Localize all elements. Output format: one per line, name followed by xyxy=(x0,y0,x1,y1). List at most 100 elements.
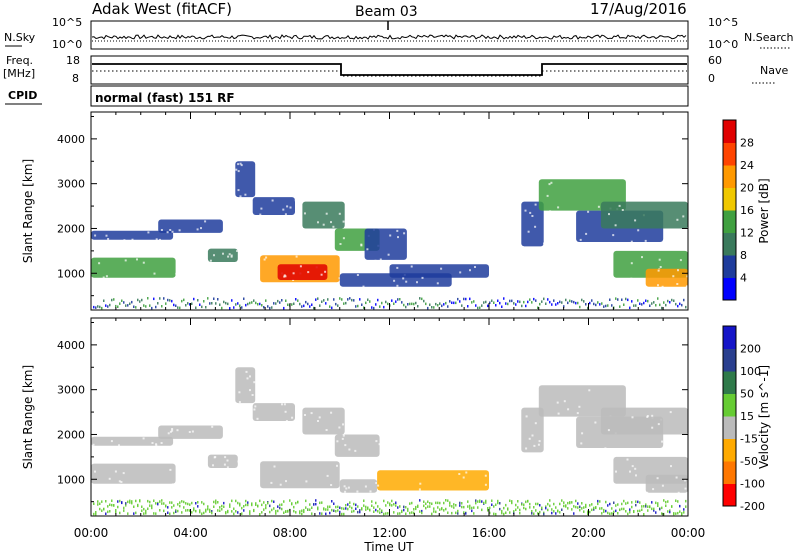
noise-mark xyxy=(575,499,577,503)
velocity-data xyxy=(91,367,690,494)
data-patch xyxy=(260,461,340,489)
noise-mark xyxy=(685,305,687,309)
patch-gap xyxy=(236,250,239,252)
noise-mark xyxy=(369,508,371,512)
noise-mark xyxy=(279,506,281,510)
beam-label: Beam 03 xyxy=(355,4,418,20)
noise-mark xyxy=(547,508,549,512)
noise-mark xyxy=(313,503,315,506)
colorbar-frame xyxy=(722,325,737,507)
patch-gap xyxy=(393,279,396,282)
noise-mark xyxy=(101,509,103,512)
noise-mark xyxy=(413,508,415,511)
noise-mark xyxy=(355,503,357,507)
noise-mark xyxy=(657,504,659,507)
patch-gap xyxy=(651,426,654,429)
noise-mark xyxy=(607,504,609,507)
velocity-colorbar-label: Velocity [m s^-1] xyxy=(757,365,771,469)
noise-mark xyxy=(217,501,219,504)
noise-mark xyxy=(237,511,239,514)
noise-mark xyxy=(399,512,401,515)
noise-mark xyxy=(125,504,127,507)
patch-gap xyxy=(484,474,487,477)
patch-gap xyxy=(151,442,154,444)
noise-mark xyxy=(415,301,417,305)
noise-mark xyxy=(365,301,367,305)
patch-gap xyxy=(364,485,367,488)
noise-mark xyxy=(381,509,383,512)
patch-gap xyxy=(246,377,249,380)
noise-mark xyxy=(229,307,231,310)
noise-mark xyxy=(453,503,455,506)
noise-mark xyxy=(519,300,521,304)
noise-mark xyxy=(631,300,633,303)
noise-mark xyxy=(651,302,653,305)
noise-mark xyxy=(609,502,611,506)
noise-mark xyxy=(573,300,575,304)
noise-mark xyxy=(523,300,525,304)
noise-mark xyxy=(249,301,251,305)
noise-mark xyxy=(135,499,137,503)
noise-mark xyxy=(249,510,251,513)
noise-mark xyxy=(561,508,563,511)
noise-mark xyxy=(517,300,519,303)
noise-mark xyxy=(351,298,353,302)
data-patch xyxy=(302,407,345,435)
noise-mark xyxy=(155,502,157,505)
noise-mark xyxy=(523,506,525,510)
patch-gap xyxy=(676,283,679,285)
noise-mark xyxy=(497,299,499,302)
patch-gap xyxy=(204,220,207,223)
noise-mark xyxy=(359,298,361,301)
noise-mark xyxy=(359,509,361,512)
noise-mark xyxy=(201,501,203,504)
noise-mark xyxy=(325,512,327,516)
patch-gap xyxy=(378,443,381,446)
noise-mark xyxy=(423,299,425,303)
noise-mark xyxy=(621,298,623,301)
patch-gap xyxy=(320,273,323,276)
noise-mark xyxy=(599,500,601,503)
noise-mark xyxy=(433,306,435,309)
noise-mark xyxy=(241,506,243,510)
noise-mark xyxy=(419,499,421,502)
patch-gap xyxy=(682,215,685,218)
noise-mark xyxy=(589,301,591,305)
noise-mark xyxy=(547,502,549,506)
noise-mark xyxy=(299,511,301,515)
noise-mark xyxy=(251,301,253,304)
noise-mark xyxy=(407,303,409,306)
noise-mark xyxy=(577,506,579,509)
noise-mark xyxy=(541,300,543,303)
noise-mark xyxy=(177,306,179,309)
patch-gap xyxy=(677,491,680,494)
patch-gap xyxy=(534,225,537,228)
noise-mark xyxy=(305,506,307,509)
noise-mark xyxy=(111,298,113,302)
noise-mark xyxy=(549,504,551,508)
x-tick-label: 08:00 xyxy=(273,526,308,540)
noise-mark xyxy=(329,305,331,308)
patch-gap xyxy=(155,444,158,447)
noise-mark xyxy=(347,298,349,301)
patch-gap xyxy=(525,447,528,450)
noise-mark xyxy=(151,506,153,510)
noise-mark xyxy=(127,512,129,515)
noise-mark xyxy=(415,505,417,509)
patch-gap xyxy=(657,423,660,426)
patch-gap xyxy=(631,416,634,419)
noise-mark xyxy=(297,299,299,302)
cpid-frame xyxy=(90,85,689,107)
noise-mark xyxy=(389,502,391,505)
patch-gap xyxy=(529,211,532,214)
noise-mark xyxy=(495,512,497,516)
noise-mark xyxy=(229,505,231,508)
patch-gap xyxy=(543,242,545,245)
patch-gap xyxy=(304,414,306,416)
noise-mark xyxy=(393,503,395,506)
noise-mark xyxy=(489,511,491,515)
noise-mark xyxy=(449,501,451,504)
patch-gap xyxy=(379,258,382,261)
noise-mark xyxy=(319,501,321,505)
patch-gap xyxy=(159,238,161,241)
